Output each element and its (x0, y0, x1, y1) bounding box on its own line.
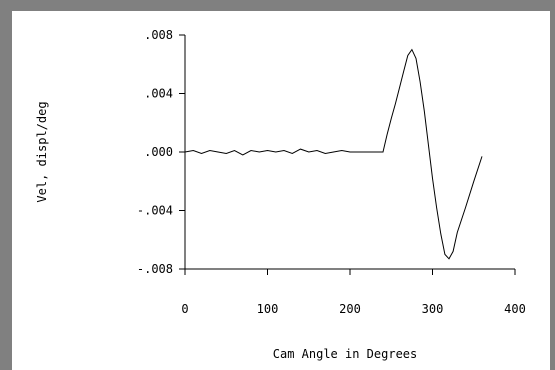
x-tick-label: 300 (422, 302, 444, 316)
x-axis-ticks: 0 100 200 300 400 (181, 269, 526, 316)
velocity-series-line (184, 48, 483, 260)
y-tick-label: .004 (144, 87, 173, 101)
y-tick-label: .000 (144, 145, 173, 159)
x-tick-label: 0 (181, 302, 188, 316)
y-tick-label: -.008 (137, 262, 173, 276)
x-axis-title: Cam Angle in Degrees (273, 347, 418, 361)
y-tick-label: .008 (144, 28, 173, 42)
y-axis-title: Vel, displ/deg (35, 101, 49, 202)
y-axis-ticks: .008 .004 .000 -.004 -.008 (137, 28, 185, 276)
x-tick-label: 400 (504, 302, 526, 316)
x-tick-label: 200 (339, 302, 361, 316)
x-tick-label: 100 (257, 302, 279, 316)
y-tick-label: -.004 (137, 204, 173, 218)
